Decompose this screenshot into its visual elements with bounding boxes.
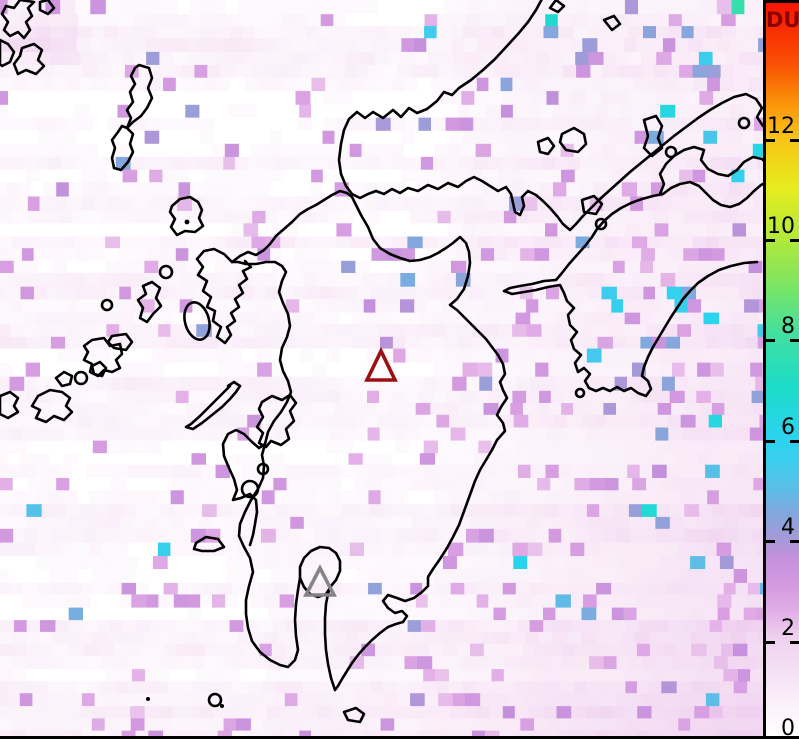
goto-sw-island [30, 388, 74, 424]
seto-island-3 [580, 194, 604, 216]
dot-south-2 [220, 704, 224, 708]
colorbar-tick-mark [790, 239, 799, 242]
islet-yatsushiro [256, 462, 270, 476]
koshiki-island [192, 535, 226, 553]
corner-island-1 [0, 0, 36, 40]
colorbar-tick-label: 12 [767, 113, 795, 139]
seto-island-5 [642, 114, 664, 158]
colorbar-gradient [766, 3, 799, 736]
colorbar-tick-mark [766, 640, 775, 644]
colorbar-tick-mark [790, 138, 799, 142]
amakusa-island [255, 393, 298, 449]
seto-island-1 [536, 136, 556, 156]
map-frame-bottom [0, 736, 763, 739]
hirado-island [136, 280, 163, 324]
shikoku-coast [502, 180, 763, 398]
sasebo-rias-coast [195, 247, 253, 345]
colorbar-tick-label: 10 [767, 213, 795, 239]
colorbar-tick-mark [766, 138, 775, 142]
corner-island-3 [12, 42, 46, 76]
colorbar-tick-mark [790, 640, 799, 644]
honshu-coast [337, 0, 763, 232]
seto-island-8 [602, 14, 622, 32]
seto-island-2 [558, 126, 588, 154]
shimabara-ariake-coast [221, 428, 267, 547]
colorbar-unit-label: DU [766, 8, 799, 32]
goto-star-island [82, 336, 124, 378]
volcano-marker-gray [303, 564, 337, 597]
heatmap-layer [0, 0, 763, 739]
islet-seto-9 [737, 116, 751, 130]
seto-island-7 [548, 0, 566, 14]
islet-west [100, 298, 114, 312]
colorbar-tick-label: 6 [781, 414, 795, 440]
corner-island-2 [0, 38, 16, 68]
corner-island-4 [38, 0, 56, 16]
islet-amakusa [240, 479, 260, 499]
goto-bead-2 [90, 360, 108, 378]
colorbar-tick-label: 2 [781, 615, 795, 641]
map-panel [0, 0, 763, 739]
kyushu-north-east-coast [230, 189, 509, 692]
dot-south [146, 697, 150, 701]
coastline-layer [0, 0, 763, 724]
islet-south-ring [207, 692, 223, 708]
colorbar-tick-label: 4 [781, 515, 795, 541]
colorbar-tick-mark [766, 439, 775, 443]
colorbar-tick-mark [790, 339, 799, 343]
colorbar-tick-label: 0 [781, 715, 795, 739]
colorbar-tick-mark [766, 239, 775, 242]
islet-seto-6 [664, 145, 678, 159]
volcano-marker-layer [303, 346, 398, 597]
shikoku-north-coast [658, 145, 763, 196]
islet-genkai [158, 264, 174, 280]
nagasaki-peninsula [184, 380, 242, 431]
colorbar-tick-mark [790, 439, 799, 443]
map-canvas [0, 0, 763, 739]
omura-bay [183, 301, 211, 341]
colorbar-tick-mark [766, 540, 775, 544]
goto-bead-1 [54, 370, 74, 388]
goto-edge-island [0, 390, 20, 420]
colorbar-tick-mark [766, 339, 775, 343]
colorbar-tick-label: 8 [781, 314, 795, 340]
colorbar-tick-mark [790, 540, 799, 544]
islet-bungo [574, 387, 586, 399]
islet-goto-ring [73, 370, 89, 386]
iki-island [168, 195, 205, 237]
islet-seto-4 [594, 217, 608, 231]
colorbar: 0 2 4 6 8 10 12 DU [763, 0, 799, 739]
dot-iki [184, 219, 190, 225]
tsushima-island-south [110, 124, 135, 172]
tanegashima-island [342, 706, 366, 724]
kyushu-west-coast [230, 260, 302, 669]
volcano-marker-red [364, 346, 398, 382]
